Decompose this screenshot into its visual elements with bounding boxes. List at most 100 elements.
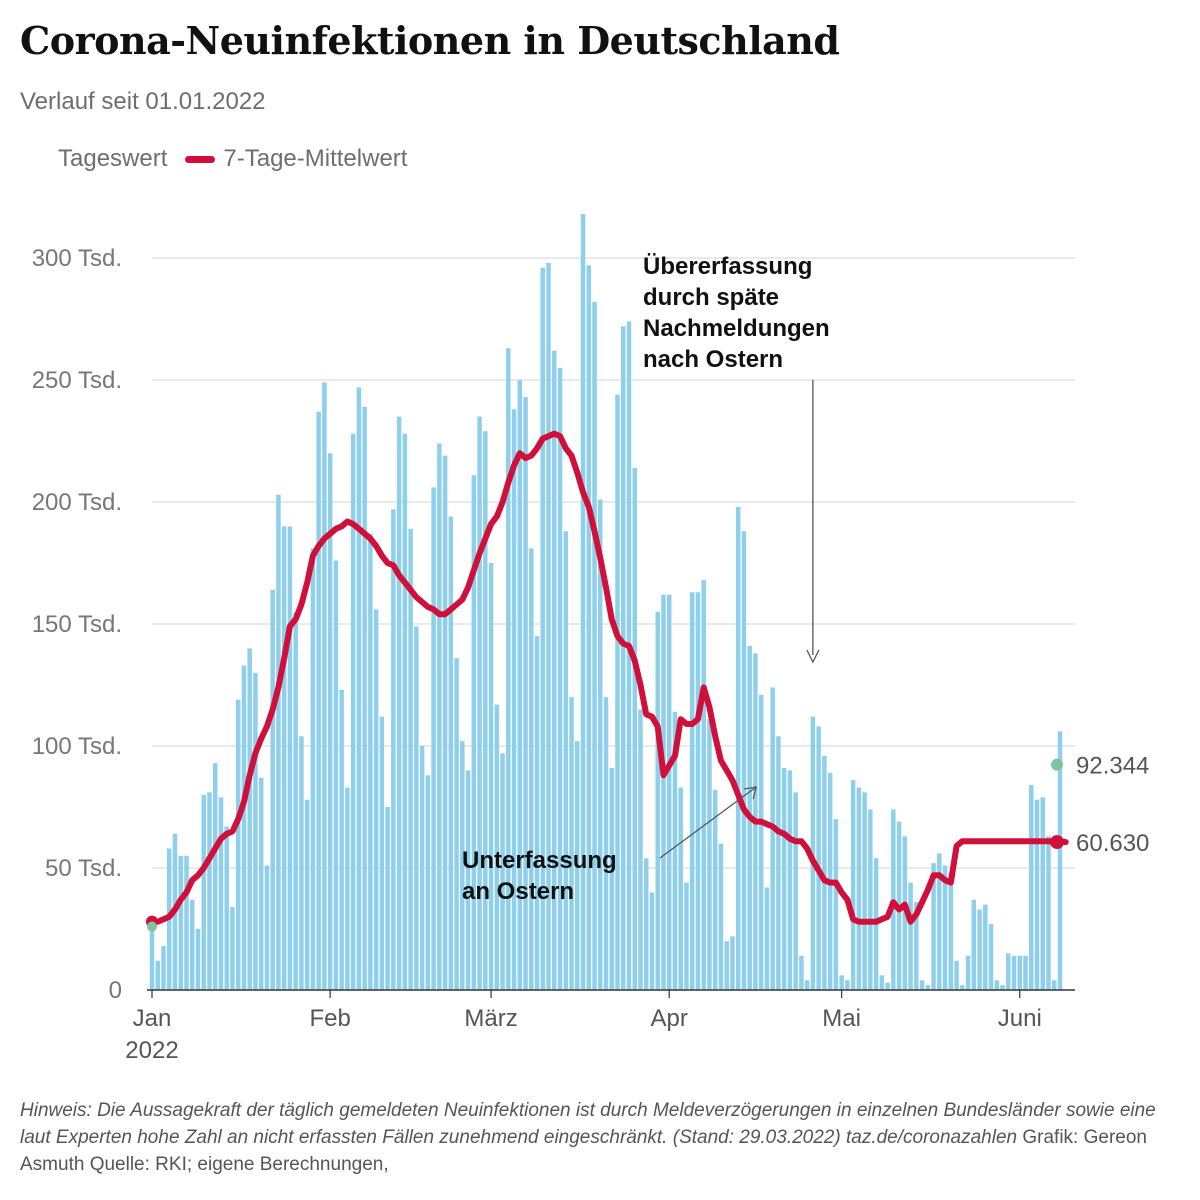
- bar: [942, 865, 948, 990]
- bar: [977, 909, 982, 990]
- bar: [994, 980, 1000, 990]
- bar: [1040, 797, 1046, 990]
- y-tick-label: 300 Tsd.: [32, 245, 122, 272]
- bar: [626, 321, 632, 990]
- bar: [592, 301, 597, 990]
- bar: [735, 506, 741, 990]
- bar: [816, 726, 821, 990]
- bar: [845, 980, 850, 990]
- bar: [741, 531, 747, 990]
- x-tick-label: Apr: [651, 1005, 688, 1032]
- bar: [620, 326, 626, 990]
- x-tick-label: Juni: [998, 1005, 1042, 1032]
- bar: [201, 794, 206, 990]
- x-tick-label: Jan: [133, 1005, 172, 1032]
- bar: [1029, 785, 1034, 990]
- bar: [408, 528, 413, 990]
- bar: [931, 863, 936, 990]
- bar: [368, 533, 373, 990]
- bar: [276, 494, 281, 990]
- bar: [155, 960, 160, 990]
- bar: [316, 411, 321, 991]
- bar: [598, 499, 603, 990]
- bar: [1046, 836, 1051, 990]
- bar: [770, 687, 775, 990]
- chart: 0 50 Tsd. 100 Tsd. 150 Tsd. 200 Tsd. 250 Tsd.…: [32, 214, 1149, 1064]
- bar: [218, 797, 224, 990]
- bar: [258, 777, 264, 990]
- bar: [672, 711, 678, 990]
- bar: [856, 787, 862, 990]
- footnote-credit: Grafik: Gereon Asmuth Quelle: RKI; eigen…: [20, 1127, 1147, 1175]
- bar: [414, 626, 419, 990]
- daily-bars: [149, 214, 1063, 991]
- x-tick-label: Mai: [822, 1005, 861, 1032]
- bar: [1057, 731, 1063, 990]
- bar: [235, 699, 241, 990]
- bar: [609, 767, 614, 990]
- bar: [345, 787, 350, 990]
- bar: [391, 509, 396, 990]
- bar: [270, 589, 275, 990]
- bar: [1017, 955, 1023, 990]
- bar: [1023, 955, 1028, 990]
- daily-end-label: 92.344: [1076, 753, 1149, 780]
- bar: [965, 955, 971, 990]
- bar: [655, 611, 660, 990]
- bar: [615, 394, 620, 990]
- x-tick-sublabel: 2022: [125, 1037, 178, 1064]
- legend-avg-swatch: [185, 155, 216, 163]
- bar: [678, 787, 683, 990]
- end-labels: 92.344 60.630: [1050, 753, 1149, 857]
- bar: [293, 611, 298, 990]
- avg-end-marker: [1050, 835, 1064, 850]
- bar: [960, 985, 965, 990]
- bar: [529, 548, 534, 990]
- y-tick-label: 200 Tsd.: [32, 489, 122, 516]
- bar: [442, 455, 448, 990]
- bar: [431, 487, 436, 990]
- bar: [189, 899, 195, 990]
- legend: Tageswert 7-Tage-Mittelwert: [58, 145, 407, 173]
- bar: [919, 980, 925, 990]
- bar: [511, 409, 517, 990]
- bar: [299, 736, 304, 990]
- y-tick-label: 50 Tsd.: [45, 855, 122, 882]
- bar: [195, 929, 201, 990]
- bar: [643, 858, 649, 990]
- bar: [586, 265, 592, 990]
- annotation-under-text: Unterfassung: [462, 847, 617, 874]
- annotations: Übererfassung durch späte Nachmeldungen nac…: [462, 253, 830, 905]
- bar: [793, 792, 798, 990]
- bar: [925, 985, 931, 990]
- bar: [247, 648, 252, 990]
- bar: [908, 882, 913, 990]
- bar: [379, 716, 385, 990]
- bar: [448, 516, 454, 990]
- annotation-under-arrowhead: [744, 786, 758, 800]
- bar: [707, 719, 712, 990]
- bar: [339, 689, 344, 990]
- bar: [983, 904, 988, 990]
- bar: [241, 665, 247, 990]
- bar: [954, 960, 959, 990]
- bar: [385, 807, 390, 990]
- bar: [149, 926, 155, 990]
- bar: [563, 531, 569, 990]
- bar: [161, 946, 166, 990]
- bar: [224, 826, 229, 990]
- daily-end-marker: [1051, 758, 1063, 771]
- bar: [804, 980, 810, 990]
- bar: [373, 609, 379, 990]
- bar: [1034, 799, 1040, 990]
- x-tick-label: Feb: [309, 1005, 350, 1032]
- bar: [822, 755, 827, 990]
- bar: [362, 406, 367, 991]
- bar: [230, 907, 235, 990]
- bar: [868, 809, 873, 990]
- bar: [534, 636, 540, 990]
- bar: [649, 892, 655, 990]
- annotation-over-text: Übererfassung: [643, 253, 812, 280]
- bar: [1000, 985, 1005, 990]
- bar: [580, 214, 586, 990]
